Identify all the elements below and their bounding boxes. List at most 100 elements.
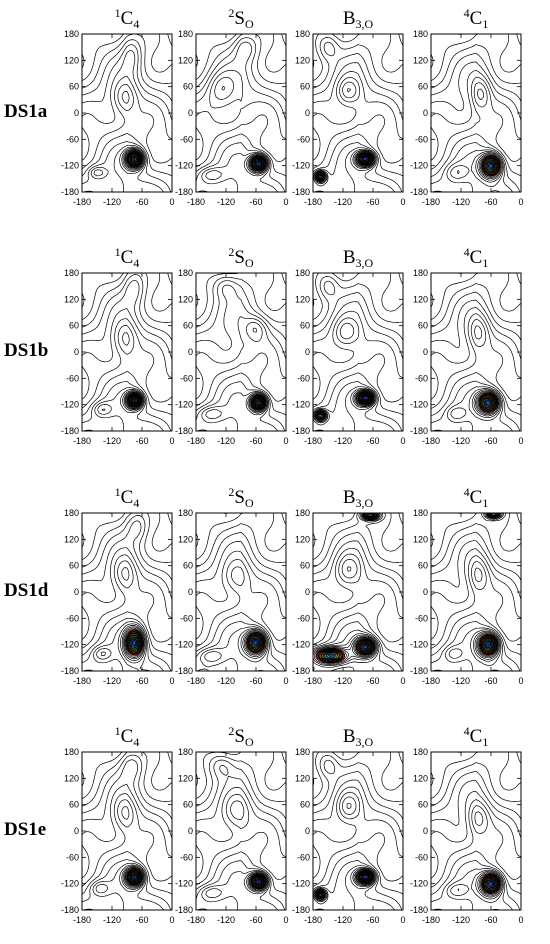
contour-level-23: [196, 752, 286, 800]
contour-level-1: [257, 401, 260, 404]
contour-level-11: [248, 155, 267, 173]
title-main: C: [121, 487, 134, 508]
x-tick-label: -60: [249, 915, 262, 925]
x-tick-label: -180: [422, 676, 440, 686]
y-tick-label: 60: [300, 561, 310, 571]
y-tick-label: 180: [413, 268, 428, 278]
y-tick-label: 0: [423, 108, 428, 118]
contour-level-23: [313, 513, 403, 561]
contour-level-11: [315, 390, 375, 421]
panel-ds1e-1c4: -180 -120 -60 0 60 120 180 -180 -120 -60 0 1C4: [61, 724, 175, 925]
contour-level-11: [478, 872, 501, 897]
contour-level-3: [360, 873, 370, 881]
contour-level-23: [82, 752, 172, 800]
title-subscript: 3,O: [356, 256, 374, 270]
contour-level-7: [482, 875, 499, 893]
row-label-ds1b: DS1b: [4, 340, 48, 361]
contour-level-13: [473, 513, 501, 662]
x-tick-label: -180: [187, 915, 205, 925]
contour-level-16: [313, 88, 403, 192]
x-tick-label: 0: [400, 197, 405, 207]
contour-level-6: [252, 876, 264, 888]
contour-lines: [431, 273, 521, 431]
contour-level-16: [196, 860, 286, 910]
contour-level-19: [431, 791, 521, 879]
x-tick-label: 0: [283, 915, 288, 925]
contour-level-10: [315, 390, 374, 421]
y-tick-label: 0: [423, 587, 428, 597]
contour-level-17: [313, 796, 403, 895]
contour-level-10: [479, 155, 501, 178]
y-tick-label: 0: [423, 826, 428, 836]
x-tick-label: -60: [249, 676, 262, 686]
contour-level-10: [477, 633, 498, 658]
contour-level-8: [246, 633, 264, 653]
contour-level-19: [82, 784, 172, 879]
contour-level-14: [96, 623, 151, 671]
contour-level-15: [83, 387, 164, 431]
y-tick-label: -180: [292, 905, 310, 915]
contour-level-2: [129, 636, 139, 649]
title-main: B: [343, 8, 356, 29]
contour-level-13: [121, 865, 145, 890]
contour-level-9: [250, 156, 266, 172]
contour-level-13: [457, 870, 503, 900]
contour-level-7: [317, 153, 372, 180]
contour-level-22: [82, 513, 172, 568]
y-tick-label: 120: [64, 55, 79, 65]
contour-level-9: [125, 868, 143, 886]
contour-level-1: [130, 637, 138, 648]
contour-level-18: [196, 794, 286, 886]
x-tick-label: -180: [187, 436, 205, 446]
contour-level-17: [196, 566, 286, 656]
title-subscript: 4: [133, 256, 139, 270]
contour-level-8: [251, 396, 265, 410]
contour-level-24: [431, 513, 521, 548]
contour-level-5: [127, 633, 141, 653]
contour-level-14: [313, 866, 382, 910]
y-tick-label: 120: [64, 294, 79, 304]
contour-level-16: [431, 811, 521, 910]
panel-title-2so: 2SO: [228, 245, 254, 270]
contour-level-2: [361, 395, 369, 402]
contour-level-20: [82, 279, 172, 360]
contour-level-1: [361, 643, 369, 651]
panel-ds1d-4c1: -180 -120 -60 0 60 120 180 -180 -120 -60 0 4C1: [410, 485, 524, 686]
contour-level-10: [316, 515, 376, 664]
y-tick-label: -120: [410, 400, 428, 410]
contour-lines: [196, 34, 286, 192]
x-tick-label: -180: [304, 436, 322, 446]
contour-level-2: [483, 640, 493, 650]
title-main: B: [343, 726, 356, 747]
contour-level-7: [126, 631, 142, 655]
contour-level-5: [319, 393, 371, 417]
contour-lines: [431, 34, 521, 192]
contour-level-16: [431, 88, 521, 192]
contour-level-12: [247, 154, 268, 174]
title-main: C: [121, 726, 134, 747]
y-tick-label: 120: [295, 534, 310, 544]
y-tick-label: 0: [74, 347, 79, 357]
contour-level-24: [313, 513, 403, 548]
title-superscript: 2: [228, 6, 234, 20]
contour-level-6: [318, 392, 372, 419]
title-superscript: 1: [115, 6, 121, 20]
contour-level-17: [313, 513, 403, 656]
title-subscript: 1: [482, 496, 488, 510]
y-tick-label: -180: [175, 426, 193, 436]
contour-lines: [196, 273, 286, 431]
y-tick-label: 180: [295, 268, 310, 278]
contour-level-7: [126, 152, 141, 167]
contour-level-6: [252, 158, 264, 170]
y-tick-label: -60: [415, 852, 428, 862]
contour-level-23: [313, 752, 403, 800]
title-subscript: 1: [482, 735, 488, 749]
title-superscript: 4: [464, 724, 470, 738]
contour-level-22: [82, 752, 172, 807]
x-tick-label: 0: [169, 436, 174, 446]
y-tick-label: -180: [410, 905, 428, 915]
contour-level-8: [316, 391, 373, 420]
x-tick-label: -180: [73, 436, 91, 446]
y-tick-label: 180: [413, 29, 428, 39]
x-tick-label: -180: [422, 197, 440, 207]
